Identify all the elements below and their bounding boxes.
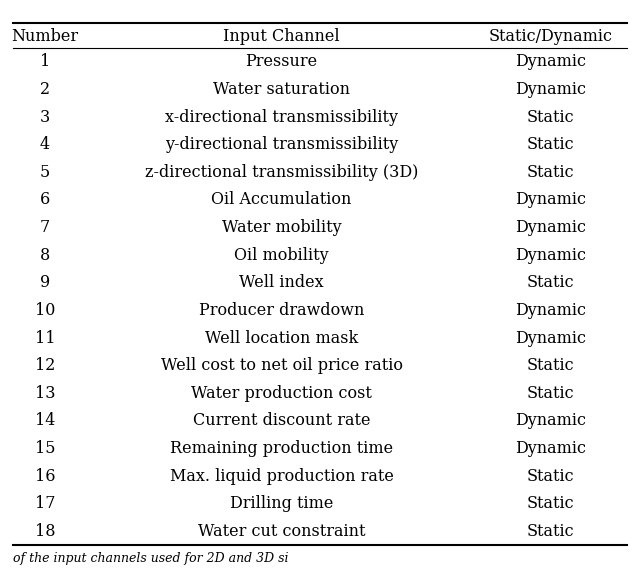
Text: 16: 16 [35,467,55,484]
Text: 9: 9 [40,274,50,291]
Text: Pressure: Pressure [246,53,317,70]
Text: 18: 18 [35,523,55,540]
Text: Static: Static [527,164,574,181]
Text: Input Channel: Input Channel [223,27,340,45]
Text: 5: 5 [40,164,50,181]
Text: Dynamic: Dynamic [515,440,586,457]
Text: Current discount rate: Current discount rate [193,412,371,429]
Text: Static: Static [527,274,574,291]
Text: Drilling time: Drilling time [230,495,333,512]
Text: 11: 11 [35,329,55,346]
Text: Well location mask: Well location mask [205,329,358,346]
Text: Water saturation: Water saturation [213,81,350,98]
Text: x-directional transmissibility: x-directional transmissibility [165,109,398,126]
Text: Max. liquid production rate: Max. liquid production rate [170,467,394,484]
Text: Dynamic: Dynamic [515,81,586,98]
Text: Static/Dynamic: Static/Dynamic [488,27,612,45]
Text: 7: 7 [40,219,50,236]
Text: y-directional transmissibility: y-directional transmissibility [165,136,398,153]
Text: 8: 8 [40,247,50,264]
Text: Water production cost: Water production cost [191,385,372,402]
Text: z-directional transmissibility (3D): z-directional transmissibility (3D) [145,164,419,181]
Text: Well cost to net oil price ratio: Well cost to net oil price ratio [161,357,403,374]
Text: 15: 15 [35,440,55,457]
Text: Dynamic: Dynamic [515,247,586,264]
Text: Well index: Well index [239,274,324,291]
Text: 4: 4 [40,136,50,153]
Text: Oil Accumulation: Oil Accumulation [211,191,352,208]
Text: 2: 2 [40,81,50,98]
Text: 13: 13 [35,385,55,402]
Text: Static: Static [527,385,574,402]
Text: Dynamic: Dynamic [515,329,586,346]
Text: 12: 12 [35,357,55,374]
Text: of the input channels used for 2D and 3D si: of the input channels used for 2D and 3D… [13,552,288,565]
Text: Number: Number [12,27,78,45]
Text: Static: Static [527,109,574,126]
Text: Static: Static [527,495,574,512]
Text: Remaining production time: Remaining production time [170,440,393,457]
Text: Static: Static [527,357,574,374]
Text: Dynamic: Dynamic [515,53,586,70]
Text: Producer drawdown: Producer drawdown [199,302,364,319]
Text: 10: 10 [35,302,55,319]
Text: Static: Static [527,467,574,484]
Text: Dynamic: Dynamic [515,191,586,208]
Text: Oil mobility: Oil mobility [234,247,329,264]
Text: 6: 6 [40,191,50,208]
Text: 17: 17 [35,495,55,512]
Text: Dynamic: Dynamic [515,412,586,429]
Text: 1: 1 [40,53,50,70]
Text: Static: Static [527,523,574,540]
Text: Dynamic: Dynamic [515,219,586,236]
Text: Water cut constraint: Water cut constraint [198,523,365,540]
Text: Dynamic: Dynamic [515,302,586,319]
Text: 14: 14 [35,412,55,429]
Text: Water mobility: Water mobility [222,219,341,236]
Text: Static: Static [527,136,574,153]
Text: 3: 3 [40,109,50,126]
